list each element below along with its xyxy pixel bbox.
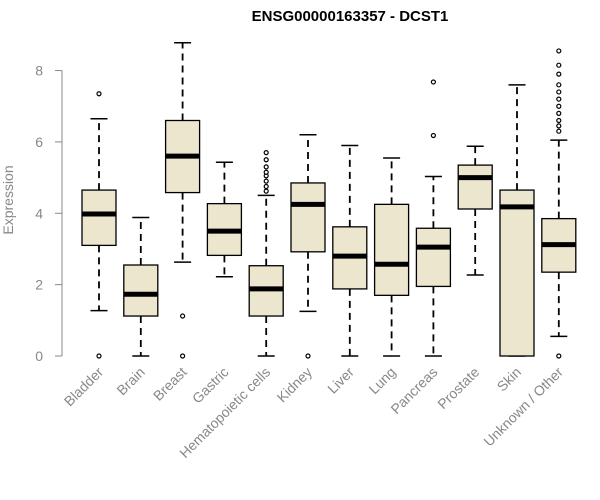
outlier-point <box>263 164 269 170</box>
x-category-label: Unknown / Other <box>480 364 566 450</box>
outlier-point <box>430 79 436 85</box>
x-category-label: Bladder <box>61 364 107 410</box>
box-kidney <box>290 134 326 359</box>
box-hematopoietic-cells <box>248 150 284 357</box>
iqr-box <box>290 182 326 253</box>
box-skin <box>499 84 535 357</box>
outlier-point <box>556 82 562 88</box>
y-tick-label: 4 <box>35 205 43 221</box>
outlier-point <box>556 71 562 77</box>
x-category-label: Kidney <box>274 364 316 406</box>
box-lung <box>373 157 410 357</box>
x-category-label: Lung <box>365 364 398 397</box>
outlier-point <box>180 353 186 359</box>
outlier-point <box>556 128 562 134</box>
iqr-box <box>81 189 117 247</box>
iqr-box <box>415 227 452 288</box>
y-tick-label: 0 <box>35 348 43 364</box>
y-tick-label: 2 <box>35 277 43 293</box>
iqr-box <box>373 203 410 296</box>
x-category-label: Brain <box>113 364 147 398</box>
iqr-box <box>123 264 159 317</box>
outlier-point <box>556 62 562 68</box>
outlier-point <box>556 353 562 359</box>
outlier-point <box>430 132 436 139</box>
x-category-label: Prostate <box>434 364 482 412</box>
box-prostate <box>457 145 493 276</box>
outlier-point <box>305 353 311 359</box>
iqr-box <box>457 164 493 210</box>
outlier-point <box>556 103 562 109</box>
outlier-point <box>556 89 562 95</box>
outlier-point <box>96 353 102 359</box>
box-liver <box>332 144 368 357</box>
y-axis-label: Expression <box>0 165 16 234</box>
outlier-point <box>556 48 562 54</box>
outlier-point <box>263 169 269 175</box>
outlier-point <box>556 110 562 116</box>
outlier-point <box>556 117 562 124</box>
outlier-point <box>263 150 269 156</box>
box-pancreas <box>415 79 452 357</box>
y-tick-label: 8 <box>35 63 43 79</box>
box-group <box>81 41 577 359</box>
outlier-point <box>556 96 562 102</box>
outlier-point <box>556 123 562 129</box>
outlier-point <box>96 91 102 97</box>
x-category-label: Skin <box>494 364 525 395</box>
box-bladder <box>81 91 117 359</box>
x-category-label: Breast <box>150 364 190 404</box>
y-axis: 0 2 4 6 8 <box>35 63 63 364</box>
chart-title: ENSG00000163357 - DCST1 <box>252 8 449 25</box>
outlier-point <box>263 183 269 190</box>
box-gastric <box>206 161 243 278</box>
x-category-label: Liver <box>324 364 357 397</box>
outlier-point <box>180 313 186 319</box>
outlier-point <box>263 178 269 184</box>
box-brain <box>123 216 159 357</box>
outlier-point <box>263 188 269 194</box>
box-breast <box>164 41 201 359</box>
box-unknown-other <box>541 48 577 359</box>
iqr-box <box>499 189 535 357</box>
outlier-point <box>263 157 269 163</box>
y-tick-label: 6 <box>35 134 43 150</box>
